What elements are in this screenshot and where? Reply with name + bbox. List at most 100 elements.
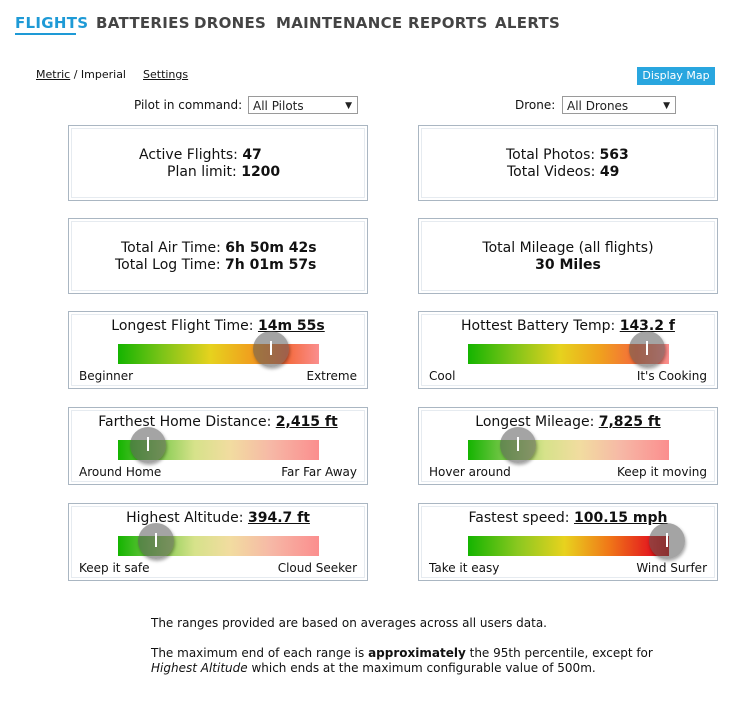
gauge-label: Hottest Battery Temp: — [461, 318, 616, 334]
gauge-card-longest-mileage: Longest Mileage: 7,825 ft Hover around Kee… — [418, 407, 718, 485]
drone-select[interactable]: All Drones ▼ — [562, 96, 676, 114]
gauge-title: Hottest Battery Temp: 143.2 f — [419, 318, 717, 334]
total-mileage-value: 30 Miles — [535, 257, 601, 273]
gauge-card-longest-flight: Longest Flight Time: 14m 55s Beginner Extr… — [68, 311, 368, 389]
ranges-note: The ranges provided are based on average… — [151, 616, 547, 630]
gauge-gradient-bar — [468, 523, 685, 559]
gauge-card-battery-temp: Hottest Battery Temp: 143.2 f Cool It's Co… — [418, 311, 718, 389]
plan-limit-label: Plan limit: — [167, 164, 237, 180]
gauge-min-label: Hover around — [429, 465, 511, 479]
gauge-label: Fastest speed: — [468, 510, 570, 526]
note-text: which ends at the maximum configurable v… — [247, 661, 596, 675]
gauge-min-label: Take it easy — [429, 561, 500, 575]
gauge-max-label: Extreme — [306, 369, 357, 383]
pilot-select-value: All Pilots — [253, 99, 304, 113]
total-log-time-value: 7h 01m 57s — [225, 257, 317, 273]
gauge-card-fastest-speed: Fastest speed: 100.15 mph Take it easy Win… — [418, 503, 718, 581]
gauge-min-label: Keep it safe — [79, 561, 150, 575]
total-photos-label: Total Photos: — [506, 147, 596, 163]
gauge-value-link[interactable]: 14m 55s — [257, 318, 325, 334]
gauge-max-label: Keep it moving — [616, 465, 707, 479]
gauge-max-label: Cloud Seeker — [277, 561, 357, 575]
gauge-gradient-bar — [118, 427, 319, 463]
gauge-value-link[interactable]: 7,825 ft — [598, 414, 661, 430]
total-air-time-line: Total Air Time: 6h 50m 42s — [121, 240, 317, 256]
total-videos-label: Total Videos: — [507, 164, 596, 180]
gauge-title: Longest Mileage: 7,825 ft — [419, 414, 717, 430]
gauge-title: Highest Altitude: 394.7 ft — [69, 510, 367, 526]
mileage-total-card: Total Mileage (all flights) 30 Miles — [418, 218, 718, 294]
gauge-min-label: Beginner — [79, 369, 134, 383]
gauge-value-link[interactable]: 143.2 f — [619, 318, 675, 334]
media-totals-card: Total Photos: 563 Total Videos: 49 — [418, 125, 718, 201]
gauge-max-label: It's Cooking — [636, 369, 707, 383]
gauge-title: Fastest speed: 100.15 mph — [419, 510, 717, 526]
dropdown-arrow-icon: ▼ — [663, 101, 670, 111]
gauge-card-home-distance: Farthest Home Distance: 2,415 ft Around H… — [68, 407, 368, 485]
note-text: the 95th percentile, except for — [465, 646, 653, 660]
total-videos-line: Total Videos: 49 — [507, 164, 619, 180]
drone-filter-label: Drone: — [515, 98, 556, 112]
nav-maintenance[interactable]: MAINTENANCE — [276, 14, 403, 32]
active-flights-label: Active Flights: — [139, 147, 238, 163]
gauge-min-label: Cool — [429, 369, 456, 383]
gauge-max-label: Far Far Away — [281, 465, 357, 479]
total-photos-value: 563 — [599, 147, 629, 163]
gauge-label: Longest Flight Time: — [111, 318, 254, 334]
plan-limit-line: Plan limit: 1200 — [167, 164, 280, 180]
gauge-gradient-bar — [468, 427, 669, 463]
nav-flights[interactable]: FLIGHTS — [15, 14, 89, 32]
nav-reports[interactable]: REPORTS — [408, 14, 488, 32]
gauge-handle[interactable] — [130, 427, 167, 463]
gauge-max-label: Wind Surfer — [636, 561, 707, 575]
gauge-gradient-bar — [118, 523, 319, 559]
total-log-time-line: Total Log Time: 7h 01m 57s — [115, 257, 316, 273]
total-air-time-value: 6h 50m 42s — [225, 240, 317, 256]
active-flights-line: Active Flights: 47 — [139, 147, 262, 163]
nav-batteries[interactable]: BATTERIES — [96, 14, 190, 32]
pilot-filter-label: Pilot in command: — [134, 98, 243, 112]
note-italic-text: Highest Altitude — [151, 661, 248, 675]
gauge-handle[interactable] — [628, 331, 665, 367]
gauge-gradient-bar — [468, 331, 669, 367]
dropdown-arrow-icon: ▼ — [345, 101, 352, 111]
gauge-label: Farthest Home Distance: — [98, 414, 272, 430]
active-flights-card: Active Flights: 47 Plan limit: 1200 — [68, 125, 368, 201]
unit-toggle: Metric / Imperial — [36, 68, 126, 81]
gauge-min-label: Around Home — [79, 465, 162, 479]
imperial-label: Imperial — [80, 68, 126, 81]
gauge-gradient-bar — [118, 331, 319, 367]
gauge-title: Longest Flight Time: 14m 55s — [69, 318, 367, 334]
total-photos-line: Total Photos: 563 — [506, 147, 629, 163]
gauge-value-link[interactable]: 394.7 ft — [247, 510, 310, 526]
gauge-handle[interactable] — [648, 523, 685, 559]
nav-drones[interactable]: DRONES — [194, 14, 267, 32]
gauge-value-link[interactable]: 100.15 mph — [573, 510, 668, 526]
total-videos-value: 49 — [599, 164, 620, 180]
gauge-handle[interactable] — [500, 427, 537, 463]
drone-select-value: All Drones — [567, 99, 629, 113]
total-mileage-label: Total Mileage (all flights) — [482, 240, 654, 256]
note-bold-text: approximately — [368, 646, 466, 660]
time-totals-card: Total Air Time: 6h 50m 42s Total Log Tim… — [68, 218, 368, 294]
metric-link[interactable]: Metric — [36, 68, 71, 81]
active-flights-value: 47 — [242, 147, 262, 163]
gauge-label: Highest Altitude: — [126, 510, 244, 526]
unit-separator: / — [70, 68, 81, 81]
plan-limit-value: 1200 — [241, 164, 281, 180]
gauge-value-link[interactable]: 2,415 ft — [275, 414, 338, 430]
gauge-card-highest-altitude: Highest Altitude: 394.7 ft Keep it safe Cl… — [68, 503, 368, 581]
gauge-handle[interactable] — [252, 331, 289, 367]
gauge-title: Farthest Home Distance: 2,415 ft — [69, 414, 367, 430]
note-text: The maximum end of each range is — [151, 646, 369, 660]
gauge-handle[interactable] — [138, 523, 175, 559]
percentile-note: The maximum end of each range is approxi… — [151, 646, 671, 676]
total-log-time-label: Total Log Time: — [115, 257, 221, 273]
settings-link[interactable]: Settings — [143, 68, 189, 81]
display-map-button[interactable]: Display Map — [637, 67, 715, 85]
pilot-select[interactable]: All Pilots ▼ — [248, 96, 358, 114]
total-air-time-label: Total Air Time: — [121, 240, 221, 256]
top-nav: FLIGHTS BATTERIES DRONES MAINTENANCE REP… — [0, 0, 756, 40]
nav-alerts[interactable]: ALERTS — [495, 14, 561, 32]
nav-active-underline — [15, 33, 76, 35]
